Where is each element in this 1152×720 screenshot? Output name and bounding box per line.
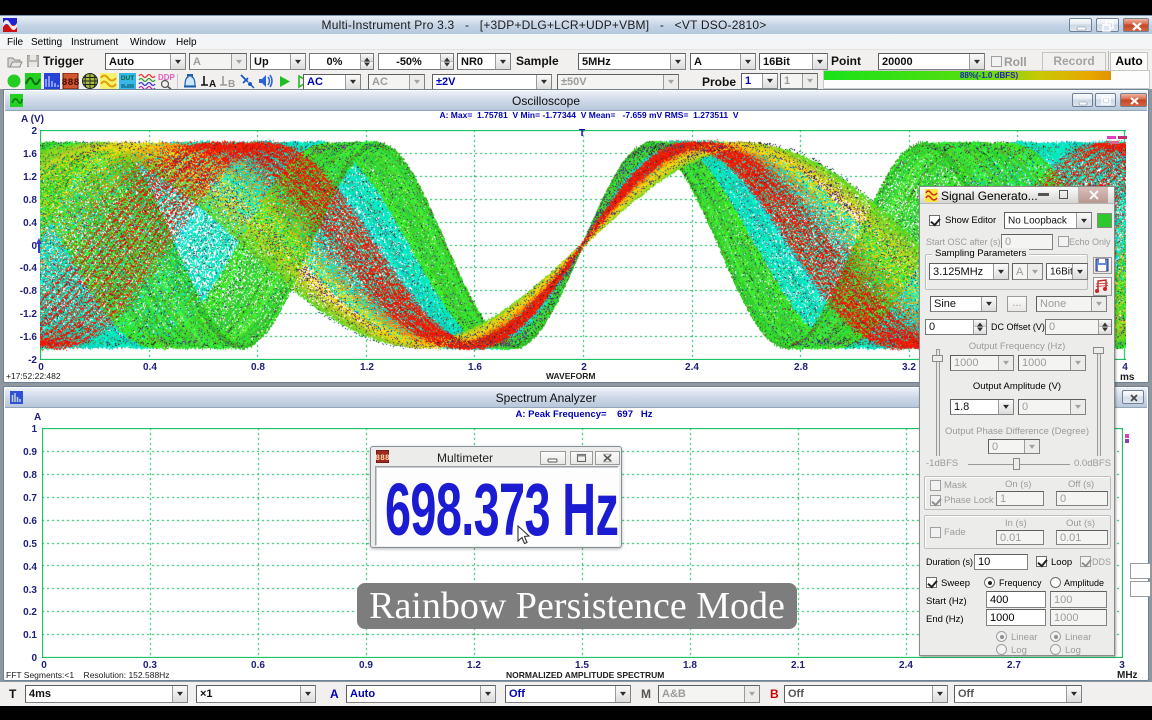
svg-text:B: B (228, 79, 235, 89)
svg-text:888: 888 (376, 454, 389, 463)
svg-text:DUT: DUT (121, 75, 134, 82)
svg-text:DDP: DDP (158, 73, 175, 82)
svg-text:A: A (209, 79, 216, 89)
svg-text:888: 888 (62, 78, 80, 89)
